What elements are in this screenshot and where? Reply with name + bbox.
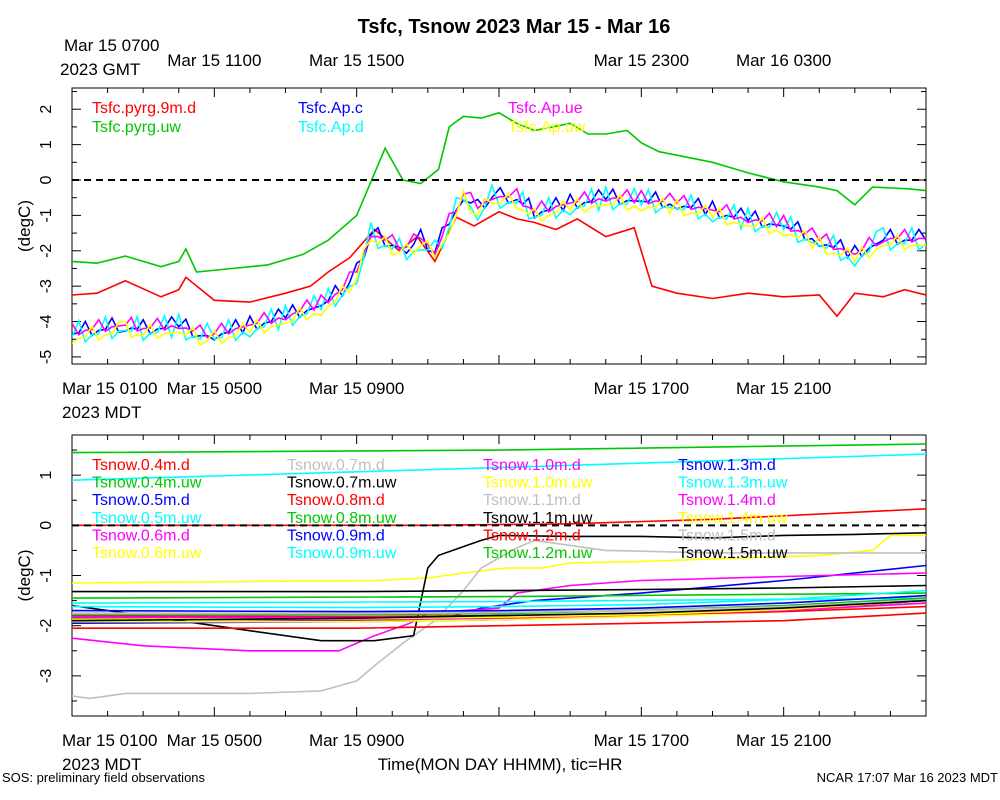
legend-entry: Tsnow.0.6m.d — [92, 527, 190, 544]
legend-entry: Tsnow.0.5m.uw — [92, 510, 202, 527]
legend-entry: Tsnow.1.5m.d — [678, 527, 776, 544]
y-tick-label: -3 — [38, 669, 55, 683]
series-line-Tsnow.0.5m.d — [72, 564, 926, 622]
legend-entry: Tsnow.0.6m.uw — [92, 545, 202, 562]
x-tick-label: Mar 15 2100 — [736, 379, 831, 398]
series-line-Tsfc.Ap.ue — [72, 187, 926, 339]
legend-entry: Tsnow.0.4m.d — [92, 457, 190, 474]
legend-entry: Tsnow.0.7m.uw — [287, 475, 397, 492]
y-tick-label: -4 — [38, 314, 55, 328]
series-line-Tsnow.0.8m.uw — [72, 592, 926, 599]
legend-entry: Tsfc.pyrg.uw — [92, 119, 181, 136]
x-tick-label: Mar 15 0500 — [167, 731, 262, 750]
legend-entry: Tsfc.Ap.uw — [508, 119, 586, 136]
legend-entry: Tsnow.0.9m.uw — [287, 545, 397, 562]
series-line-Tsnow.0.4m.d — [72, 508, 926, 527]
series-line-Tsfc.Ap.d — [72, 182, 926, 344]
legend-entry: Tsnow.1.4m.uw — [678, 510, 788, 527]
x-tick-label-top: Mar 16 0300 — [736, 51, 831, 70]
legend-entry: Tsnow.1.0m.uw — [483, 475, 593, 492]
plot-frame — [71, 87, 927, 365]
x-tick-label: Mar 15 0100 — [62, 379, 157, 398]
x-tick-label: Mar 15 0900 — [309, 731, 404, 750]
legend-entry: Tsnow.0.9m.d — [287, 527, 385, 544]
series-line-Tsnow.0.8m.d — [72, 612, 926, 630]
legend-entry: Tsnow.1.4m.d — [678, 492, 776, 509]
y-axis-label: (degC) — [15, 200, 34, 252]
y-tick-label: -3 — [38, 279, 55, 293]
y-tick-label: 0 — [38, 175, 55, 184]
series-line-Tsnow.0.6m.uw — [72, 534, 926, 584]
series-line-Tsnow.1.1m.uw — [72, 584, 926, 593]
legend-entry: Tsnow.1.2m.uw — [483, 545, 593, 562]
footer-right: NCAR 17:07 Mar 16 2023 MDT — [817, 770, 998, 785]
series-line-Tsfc.Ap.uw — [72, 187, 926, 347]
legend-entry: Tsfc.Ap.ue — [508, 100, 583, 117]
series-line-Tsnow.0.7m.d — [72, 539, 926, 700]
legend-entry: Tsnow.1.1m.uw — [483, 510, 593, 527]
tsnow-panel: Mar 15 0100 Mar 15 0500 Mar 15 0900 Mar 15 … — [15, 434, 927, 750]
y-tick-label: -1 — [38, 568, 55, 582]
legend-entry: Tsfc.Ap.c — [298, 100, 363, 117]
legend-entry: Tsfc.pyrg.9m.d — [92, 100, 196, 117]
series-line-Tsnow.1.3m.uw — [72, 589, 926, 609]
series-group — [72, 443, 926, 700]
y-tick-label: -5 — [38, 350, 55, 364]
legend-entry: Tsnow.0.8m.uw — [287, 510, 397, 527]
y-tick-label: -1 — [38, 208, 55, 222]
y-tick-label: 1 — [38, 471, 55, 480]
x-tick-label-top: Mar 15 2300 — [594, 51, 689, 70]
series-line-Tsnow.0.4m.uw — [72, 443, 926, 454]
series-line-Tsnow.0.5m.uw — [72, 453, 926, 481]
figure-title: Tsfc, Tsnow 2023 Mar 15 - Mar 16 — [358, 16, 671, 38]
footer-left: SOS: preliminary field observations — [2, 770, 206, 785]
series-line-Tsnow.1.3m.d — [72, 594, 926, 613]
x-tick-label-top: Mar 15 0700 — [64, 36, 159, 55]
x-tick-label: Mar 15 1700 — [594, 731, 689, 750]
series-line-Tsfc.Ap.c — [72, 186, 926, 341]
x-tick-label: Mar 15 1700 — [594, 379, 689, 398]
x-tick-label: Mar 15 0500 — [167, 379, 262, 398]
legend-entry: Tsnow.1.1m.d — [483, 492, 581, 509]
y-tick-label: 2 — [38, 105, 55, 114]
legend-entry: Tsnow.1.0m.d — [483, 457, 581, 474]
x-tick-label-top: Mar 15 1500 — [309, 51, 404, 70]
series-line-Tsfc.pyrg.uw — [72, 111, 926, 273]
legend-entry: Tsnow.0.5m.d — [92, 492, 190, 509]
mdt-label-bottom: 2023 MDT — [62, 755, 141, 774]
legend-entry: Tsnow.1.3m.d — [678, 457, 776, 474]
legend-entry: Tsnow.0.7m.d — [287, 457, 385, 474]
y-axis-label: (degC) — [15, 550, 34, 602]
y-tick-label: 0 — [38, 521, 55, 530]
gmt-label: 2023 GMT — [60, 60, 140, 79]
legend-entry: Tsnow.1.5m.uw — [678, 545, 788, 562]
x-tick-label: Mar 15 0900 — [309, 379, 404, 398]
x-axis-label: Time(MON DAY HHMM), tic=HR — [378, 755, 623, 774]
series-line-Tsfc.pyrg.9m.d — [72, 210, 926, 318]
legend-entry: Tsnow.0.8m.d — [287, 492, 385, 509]
legend-entry: Tsnow.0.4m.uw — [92, 475, 202, 492]
y-tick-label: -2 — [38, 244, 55, 258]
legend-entry: Tsnow.1.2m.d — [483, 527, 581, 544]
legend-entry: Tsnow.1.3m.uw — [678, 475, 788, 492]
legend-entry: Tsfc.Ap.d — [298, 119, 364, 136]
series-line-Tsnow.1.5m.uw — [72, 599, 926, 622]
x-tick-label: Mar 15 0100 — [62, 731, 157, 750]
tsfc-panel: Mar 15 0100 Mar 15 0500 Mar 15 0900 Mar 15 … — [15, 36, 927, 398]
y-tick-label: -2 — [38, 618, 55, 632]
series-line-Tsnow.1.5m.d — [72, 598, 926, 615]
series-group — [72, 111, 926, 347]
series-line-Tsnow.0.7m.uw — [72, 532, 926, 642]
mdt-label: 2023 MDT — [62, 403, 141, 422]
x-tick-label-top: Mar 15 1100 — [167, 51, 261, 70]
x-tick-label: Mar 15 2100 — [736, 731, 831, 750]
y-tick-label: 1 — [38, 140, 55, 149]
